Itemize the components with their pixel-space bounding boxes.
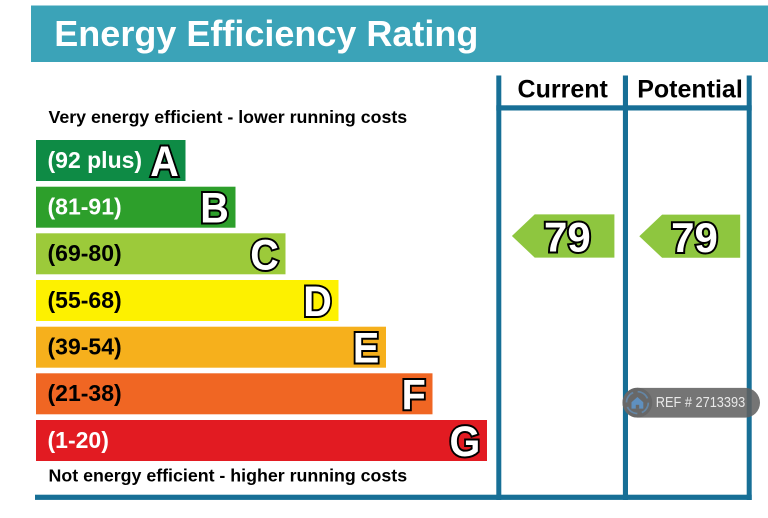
svg-text:(1-20): (1-20) <box>48 427 109 453</box>
svg-text:Potential: Potential <box>637 76 743 104</box>
svg-text:B: B <box>200 184 229 232</box>
svg-text:G: G <box>450 417 481 465</box>
svg-text:C: C <box>250 231 279 279</box>
svg-text:F: F <box>402 371 426 419</box>
svg-text:Current: Current <box>518 76 609 104</box>
svg-text:(92 plus): (92 plus) <box>48 147 143 173</box>
svg-text:E: E <box>353 324 379 372</box>
svg-text:(39-54): (39-54) <box>48 334 122 360</box>
svg-text:79: 79 <box>671 214 718 261</box>
svg-text:Very energy efficient - lower: Very energy efficient - lower running co… <box>49 107 408 127</box>
svg-text:Not energy efficient - higher: Not energy efficient - higher running co… <box>49 466 408 486</box>
svg-text:Energy Efficiency Rating: Energy Efficiency Rating <box>54 13 478 54</box>
svg-text:D: D <box>303 277 332 325</box>
svg-text:A: A <box>150 137 179 185</box>
svg-text:(21-38): (21-38) <box>48 380 122 406</box>
svg-text:79: 79 <box>544 214 591 261</box>
svg-text:REF # 2713393: REF # 2713393 <box>656 395 745 411</box>
svg-text:(69-80): (69-80) <box>48 240 122 266</box>
svg-text:(55-68): (55-68) <box>48 287 122 313</box>
svg-text:(81-91): (81-91) <box>48 194 122 220</box>
